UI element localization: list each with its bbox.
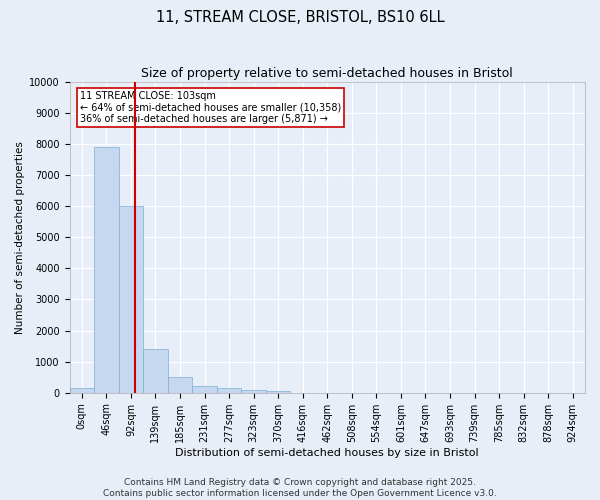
- Bar: [192, 386, 217, 392]
- Bar: [119, 206, 143, 392]
- Bar: [217, 388, 241, 392]
- Text: Contains HM Land Registry data © Crown copyright and database right 2025.
Contai: Contains HM Land Registry data © Crown c…: [103, 478, 497, 498]
- Y-axis label: Number of semi-detached properties: Number of semi-detached properties: [15, 141, 25, 334]
- Text: 11, STREAM CLOSE, BRISTOL, BS10 6LL: 11, STREAM CLOSE, BRISTOL, BS10 6LL: [155, 10, 445, 25]
- Bar: [168, 377, 192, 392]
- Bar: [143, 349, 168, 393]
- Bar: [266, 391, 290, 392]
- Bar: [241, 390, 266, 392]
- Bar: [70, 388, 94, 392]
- Title: Size of property relative to semi-detached houses in Bristol: Size of property relative to semi-detach…: [142, 68, 513, 80]
- Text: 11 STREAM CLOSE: 103sqm
← 64% of semi-detached houses are smaller (10,358)
36% o: 11 STREAM CLOSE: 103sqm ← 64% of semi-de…: [80, 91, 341, 124]
- Bar: [94, 147, 119, 392]
- X-axis label: Distribution of semi-detached houses by size in Bristol: Distribution of semi-detached houses by …: [175, 448, 479, 458]
